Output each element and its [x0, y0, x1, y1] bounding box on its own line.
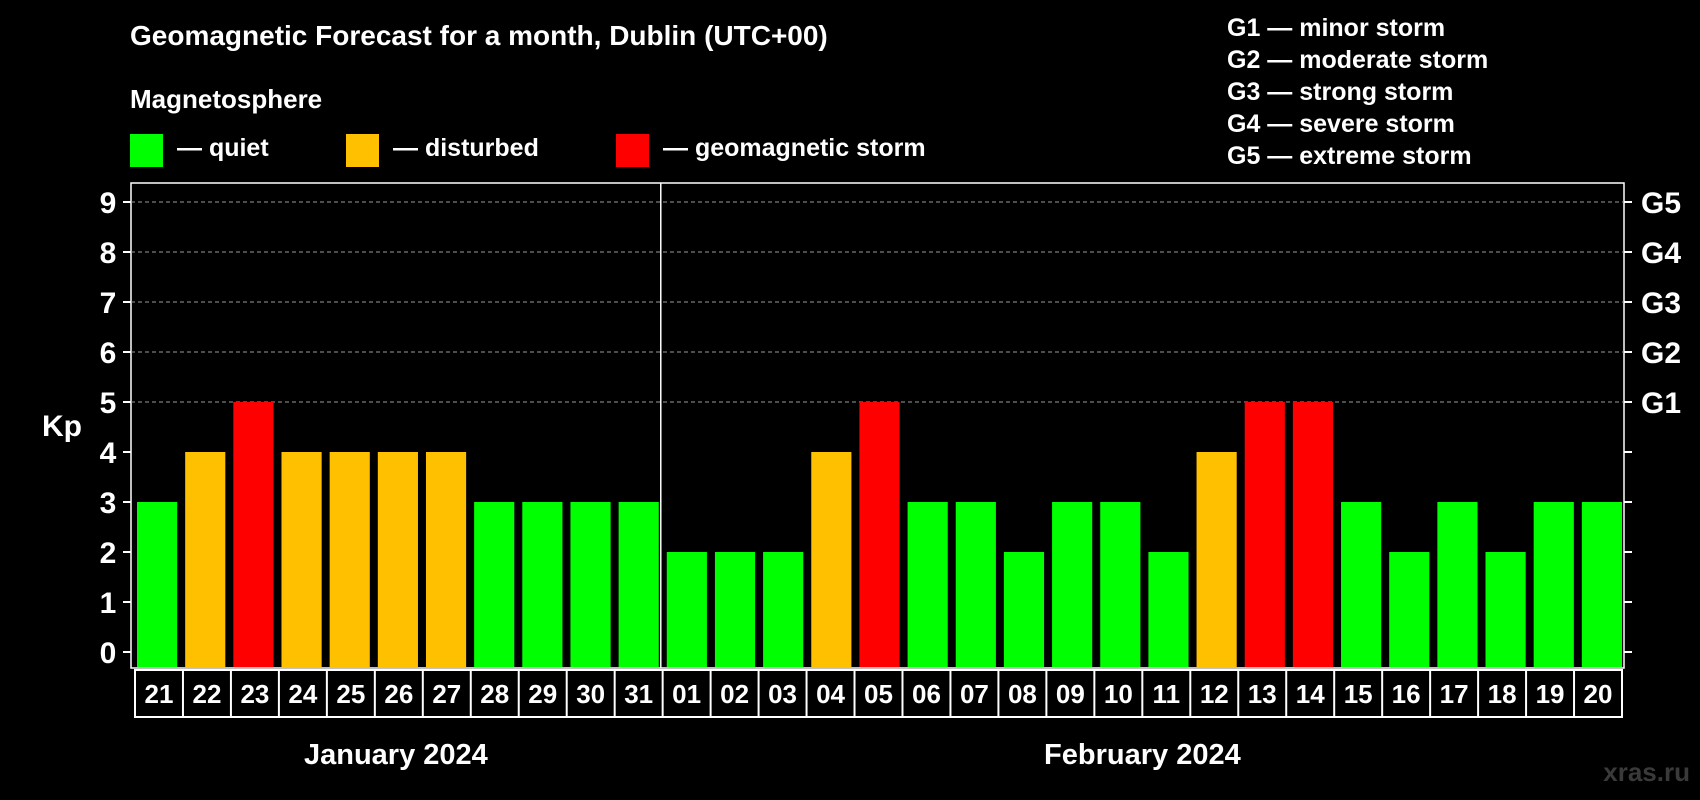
x-tick-label: 31	[624, 679, 653, 709]
x-tick-label: 22	[192, 679, 221, 709]
right-axis-label: G1	[1641, 387, 1681, 420]
watermark: xras.ru	[1603, 757, 1690, 787]
x-tick-label: 16	[1392, 679, 1421, 709]
right-axis-label: G2	[1641, 337, 1681, 370]
bar-day-27	[425, 452, 467, 667]
g-scale-item: G3 — strong storm	[1227, 78, 1454, 106]
bar-day-19	[1533, 502, 1574, 667]
x-tick-label: 24	[288, 679, 317, 709]
x-tick-label: 03	[768, 679, 797, 709]
bar-day-11	[1148, 552, 1189, 667]
x-tick-label: 09	[1056, 679, 1085, 709]
x-tick-label: 05	[864, 679, 893, 709]
date-row-frame	[134, 669, 1623, 718]
bar-day-08	[1003, 552, 1045, 667]
x-tick-label: 17	[1440, 679, 1469, 709]
y-tick-label: 4	[100, 437, 117, 470]
legend-label-disturbed: — disturbed	[393, 134, 539, 162]
legend-label-storm: — geomagnetic storm	[663, 134, 926, 162]
bar-day-30	[570, 502, 611, 667]
g-scale-item: G4 — severe storm	[1227, 110, 1455, 138]
y-tick-label: 0	[100, 637, 117, 670]
x-tick-label: 25	[336, 679, 365, 709]
bar-day-05	[859, 402, 900, 667]
bar-day-09	[1052, 502, 1093, 667]
legend-swatch-disturbed	[346, 134, 379, 167]
month-label: February 2024	[1044, 739, 1241, 771]
x-tick-label: 06	[912, 679, 941, 709]
bar-day-23	[233, 402, 274, 667]
y-tick-label: 8	[100, 237, 117, 270]
y-tick-label: 6	[100, 337, 117, 370]
x-tick-label: 07	[960, 679, 989, 709]
bar-day-01	[666, 552, 707, 667]
bar-day-16	[1389, 552, 1430, 667]
bar-day-14	[1292, 402, 1334, 667]
bar-day-18	[1485, 552, 1526, 667]
bar-day-02	[714, 552, 756, 667]
g-scale-item: G1 — minor storm	[1227, 14, 1446, 42]
bar-day-29	[522, 502, 563, 667]
legend-swatch-quiet	[130, 134, 163, 167]
bar-day-20	[1581, 502, 1622, 667]
g-scale-item: G2 — moderate storm	[1227, 46, 1489, 74]
bar-day-10	[1100, 502, 1141, 667]
y-axis-label: Kp	[42, 410, 82, 443]
x-tick-label: 19	[1536, 679, 1565, 709]
right-axis-label: G4	[1641, 237, 1681, 270]
chart-title: Geomagnetic Forecast for a month, Dublin…	[130, 20, 828, 51]
x-tick-label: 10	[1104, 679, 1133, 709]
bar-day-15	[1341, 502, 1382, 667]
x-tick-label: 11	[1153, 679, 1181, 709]
bar-day-17	[1437, 502, 1478, 667]
y-tick-label: 2	[100, 537, 117, 570]
x-tick-label: 28	[480, 679, 509, 709]
g-scale-list: G1 — minor storm G2 — moderate storm G3 …	[1227, 12, 1488, 172]
bar-day-06	[907, 502, 948, 667]
bar-day-03	[763, 552, 804, 667]
bar-day-12	[1196, 452, 1237, 667]
bar-day-31	[618, 502, 659, 667]
y-tick-label: 3	[100, 487, 117, 520]
legend-label-quiet: — quiet	[177, 134, 269, 162]
bar-day-25	[329, 452, 370, 667]
x-tick-label: 13	[1248, 679, 1277, 709]
x-tick-label: 27	[432, 679, 461, 709]
x-tick-label: 26	[384, 679, 413, 709]
bar-day-26	[377, 452, 418, 667]
right-axis-label: G5	[1641, 187, 1681, 220]
bar-day-07	[955, 502, 996, 667]
bar-day-24	[281, 452, 322, 667]
x-tick-label: 02	[720, 679, 749, 709]
x-tick-label: 04	[816, 679, 845, 709]
x-tick-label: 15	[1344, 679, 1373, 709]
bar-day-28	[474, 502, 515, 667]
y-tick-label: 7	[100, 287, 117, 320]
legend-swatch-storm	[616, 134, 649, 167]
x-tick-label: 30	[576, 679, 605, 709]
x-tick-label: 14	[1296, 679, 1325, 709]
x-tick-label: 23	[240, 679, 269, 709]
month-label: January 2024	[304, 739, 488, 771]
x-tick-label: 08	[1008, 679, 1037, 709]
x-tick-label: 18	[1488, 679, 1517, 709]
bar-day-04	[811, 452, 852, 667]
plot-frame	[130, 182, 1625, 669]
legend-heading: Magnetosphere	[130, 84, 323, 114]
g-scale-item: G5 — extreme storm	[1227, 142, 1472, 170]
y-tick-label: 1	[100, 587, 117, 620]
y-tick-label: 9	[100, 187, 117, 220]
x-tick-label: 20	[1584, 679, 1613, 709]
bar-day-21	[137, 502, 178, 667]
x-tick-label: 21	[145, 679, 174, 709]
bar-day-13	[1244, 402, 1285, 667]
right-axis-label: G3	[1641, 287, 1681, 320]
bar-day-22	[185, 452, 226, 667]
x-tick-label: 01	[672, 679, 701, 709]
x-tick-label: 29	[528, 679, 557, 709]
x-tick-label: 12	[1200, 679, 1229, 709]
y-tick-label: 5	[100, 387, 117, 420]
